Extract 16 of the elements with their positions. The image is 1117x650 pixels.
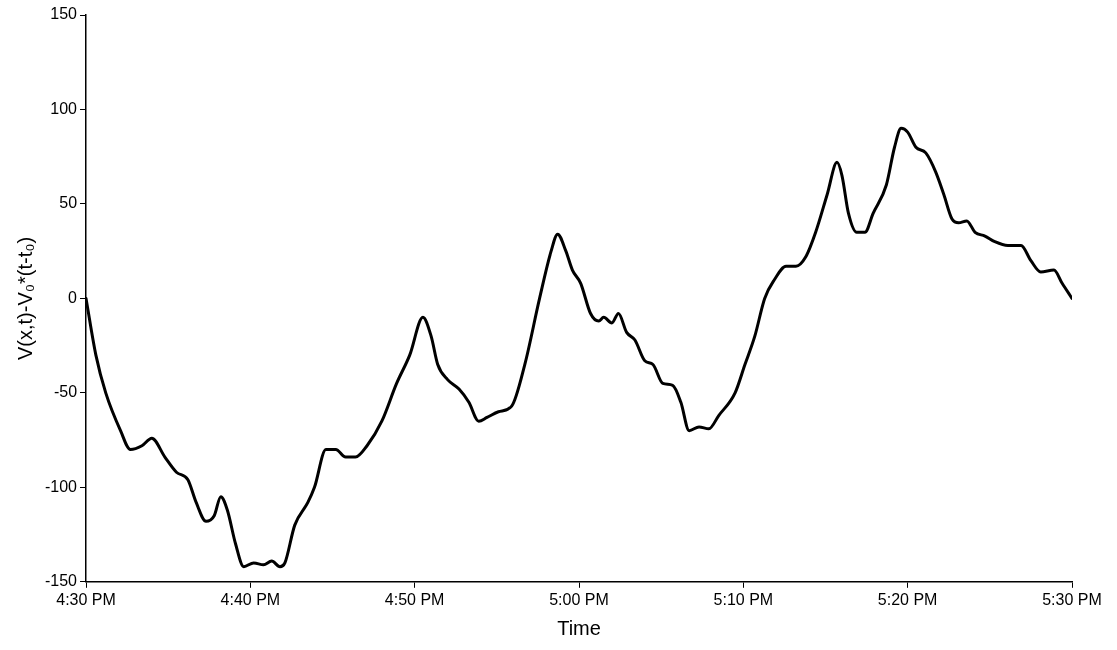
y-axis-title: V(x,t)-V₀*(t-t₀): [13, 236, 36, 361]
x-tick-label: 5:00 PM: [549, 590, 609, 608]
y-tick-label: 150: [50, 5, 78, 23]
x-axis-title: Time: [557, 616, 601, 639]
y-tick-label: 0: [68, 288, 78, 306]
x-tick-label: 4:40 PM: [220, 590, 281, 608]
y-tick-label: -100: [44, 477, 78, 495]
x-tick-label: 5:30 PM: [1042, 590, 1102, 608]
x-tick-label: 4:50 PM: [384, 590, 445, 608]
x-tick-label: 4:30 PM: [56, 590, 116, 608]
x-tick-label: 5:20 PM: [877, 590, 938, 608]
y-tick-label: -50: [53, 383, 78, 401]
x-tick-label: 5:10 PM: [713, 590, 774, 608]
y-tick-label: 100: [50, 99, 78, 117]
y-tick-label: -150: [44, 572, 78, 590]
y-tick-label: 50: [59, 194, 78, 212]
